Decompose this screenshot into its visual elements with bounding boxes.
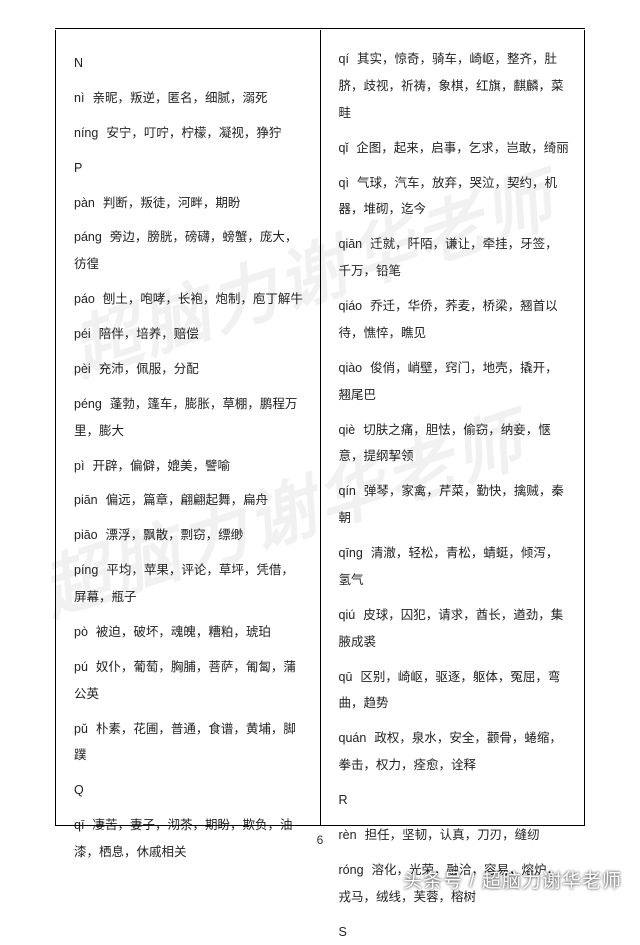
words: 亲昵，叛逆，匿名，细腻，溺死 xyxy=(92,91,267,105)
page-body: Nnì 亲昵，叛逆，匿名，细腻，溺死 níng 安宁，叮咛，柠檬，凝视，狰狞 Ppàn 判… xyxy=(55,30,585,825)
words: 奴仆，葡萄，胸脯，菩萨，匍匐，蒲公英 xyxy=(74,660,296,701)
dictionary-entry: pèi 充沛，佩服，分配 xyxy=(74,356,306,383)
dictionary-entry: qiú皮球，囚犯，请求，酋长，遒劲，集腋成裘 xyxy=(339,602,571,656)
dictionary-entry: pò 被迫，破坏，魂魄，糟粕，琥珀 xyxy=(74,619,306,646)
words: 清澈，轻松，青松，蜻蜓，倾泻，氢气 xyxy=(339,546,559,587)
words: 开辟，偏僻，媲美，譬喻 xyxy=(92,459,230,473)
pinyin: pàn xyxy=(74,196,95,210)
pinyin: pǔ xyxy=(74,722,88,736)
pinyin: pú xyxy=(74,660,88,674)
words: 朴素，花圃，普通，食谱，黄埔，脚蹼 xyxy=(74,722,296,763)
pinyin: pèi xyxy=(74,362,91,376)
section-heading: S xyxy=(339,919,571,945)
page-number: 6 xyxy=(0,833,640,847)
words: 被迫，破坏，魂魄，糟粕，琥珀 xyxy=(96,625,271,639)
pinyin: quán xyxy=(339,731,367,745)
pinyin: piān xyxy=(74,493,98,507)
pinyin: pò xyxy=(74,625,88,639)
section-heading: N xyxy=(74,50,306,77)
words: 切肤之痛，胆怯，偷窃，纳妾，惬意，提纲挈领 xyxy=(339,423,551,464)
section-heading: Q xyxy=(74,777,306,804)
words: 区别，崎岖，驱逐，躯体，冤屈，弯曲，趋势 xyxy=(339,670,561,711)
dictionary-entry: qín弹琴，家禽，芹菜，勤快，擒贼，秦朝 xyxy=(339,478,571,532)
pinyin: piāo xyxy=(74,528,98,542)
footer-caption-prefix: 头条号 / xyxy=(403,871,482,892)
dictionary-entry: qiān迁就，阡陌，谦让，牵挂，牙签，千万，铅笔 xyxy=(339,231,571,285)
words: 皮球，囚犯，请求，酋长，遒劲，集腋成裘 xyxy=(339,608,564,649)
words: 弹琴，家禽，芹菜，勤快，擒贼，秦朝 xyxy=(339,484,564,525)
words: 其实，惊奇，骑车，崎岖，整齐，肚脐，歧视，祈祷，象棋，红旗，麒麟，菜畦 xyxy=(339,52,564,120)
dictionary-entry: qū区别，崎岖，驱逐，躯体，冤屈，弯曲，趋势 xyxy=(339,664,571,718)
pinyin: qín xyxy=(339,484,356,498)
dictionary-entry: pì 开辟，偏僻，媲美，譬喻 xyxy=(74,453,306,480)
pinyin: qiào xyxy=(339,361,363,375)
column-left: Nnì 亲昵，叛逆，匿名，细腻，溺死 níng 安宁，叮咛，柠檬，凝视，狰狞 Ppàn 判… xyxy=(56,30,320,825)
pinyin: qiè xyxy=(339,423,356,437)
dictionary-entry: piān 偏远，篇章，翩翩起舞，扁舟 xyxy=(74,487,306,514)
pinyin: pì xyxy=(74,459,84,473)
words: 气球，汽车，放弃，哭泣，契约，机器，堆砌，迄今 xyxy=(339,176,557,217)
dictionary-entry: páng旁边，膀胱，磅礴，螃蟹，庞大，彷徨 xyxy=(74,224,306,278)
dictionary-entry: qiào俊俏，峭壁，窍门，地壳，撬开，翘尾巴 xyxy=(339,355,571,409)
dictionary-entry: nì 亲昵，叛逆，匿名，细腻，溺死 xyxy=(74,85,306,112)
dictionary-entry: qí其实，惊奇，骑车，崎岖，整齐，肚脐，歧视，祈祷，象棋，红旗，麒麟，菜畦 xyxy=(339,46,571,127)
footer-caption-main: 超脑力谢华老师 xyxy=(482,871,622,892)
words: 刨土，咆哮，长袍，炮制，庖丁解牛 xyxy=(103,292,303,306)
dictionary-entry: qīng清澈，轻松，青松，蜻蜓，倾泻，氢气 xyxy=(339,540,571,594)
section-heading: R xyxy=(339,787,571,814)
dictionary-entry: píng平均，苹果，评论，草坪，凭借，屏幕，瓶子 xyxy=(74,557,306,611)
dictionary-entry: pàn 判断，叛徒，河畔，期盼 xyxy=(74,190,306,217)
dictionary-entry: páo 刨土，咆哮，长袍，炮制，庖丁解牛 xyxy=(74,286,306,313)
pinyin: qì xyxy=(339,176,349,190)
words: 旁边，膀胱，磅礴，螃蟹，庞大，彷徨 xyxy=(74,230,297,271)
pinyin: páo xyxy=(74,292,95,306)
pinyin: péi xyxy=(74,327,91,341)
dictionary-entry: péi 陪伴，培养，赔偿 xyxy=(74,321,306,348)
words: 蓬勃，篷车，膨胀，草棚，鹏程万里，膨大 xyxy=(74,397,297,438)
dictionary-entry: péng蓬勃，篷车，膨胀，草棚，鹏程万里，膨大 xyxy=(74,391,306,445)
top-rule xyxy=(55,28,585,29)
pinyin: qiú xyxy=(339,608,356,622)
words: 企图，起来，启事，乞求，岂敢，绮丽 xyxy=(356,141,569,155)
bottom-rule xyxy=(55,825,585,826)
dictionary-entry: qì气球，汽车，放弃，哭泣，契约，机器，堆砌，迄今 xyxy=(339,170,571,224)
column-right: qí其实，惊奇，骑车，崎岖，整齐，肚脐，歧视，祈祷，象棋，红旗，麒麟，菜畦 qǐ 企… xyxy=(321,30,585,825)
words: 乔迁，华侨，荞麦，桥梁，翘首以待，憔悴，瞧见 xyxy=(339,299,558,340)
pinyin: qiáo xyxy=(339,299,363,313)
words: 判断，叛徒，河畔，期盼 xyxy=(103,196,241,210)
section-heading: P xyxy=(74,155,306,182)
words: 充沛，佩服，分配 xyxy=(99,362,199,376)
pinyin: qū xyxy=(339,670,353,684)
dictionary-entry: qiè切肤之痛，胆怯，偷窃，纳妾，惬意，提纲挈领 xyxy=(339,417,571,471)
dictionary-entry: quán政权，泉水，安全，颧骨，蜷缩，拳击，权力，痊愈，诠释 xyxy=(339,725,571,779)
pinyin: píng xyxy=(74,563,98,577)
words: 迁就，阡陌，谦让，牵挂，牙签，千万，铅笔 xyxy=(339,237,558,278)
dictionary-entry: pǔ朴素，花圃，普通，食谱，黄埔，脚蹼 xyxy=(74,716,306,770)
dictionary-entry: pú奴仆，葡萄，胸脯，菩萨，匍匐，蒲公英 xyxy=(74,654,306,708)
pinyin: nì xyxy=(74,91,84,105)
words: 漂浮，飘散，剽窃，缥缈 xyxy=(106,528,244,542)
pinyin: róng xyxy=(339,863,364,877)
words: 俊俏，峭壁，窍门，地壳，撬开，翘尾巴 xyxy=(339,361,558,402)
pinyin: qīng xyxy=(339,546,363,560)
words: 安宁，叮咛，柠檬，凝视，狰狞 xyxy=(106,126,281,140)
pinyin: qǐ xyxy=(339,141,349,155)
words: 平均，苹果，评论，草坪，凭借，屏幕，瓶子 xyxy=(74,563,294,604)
footer-caption: 头条号 / 超脑力谢华老师 xyxy=(403,866,622,893)
dictionary-entry: níng 安宁，叮咛，柠檬，凝视，狰狞 xyxy=(74,120,306,147)
words: 政权，泉水，安全，颧骨，蜷缩，拳击，权力，痊愈，诠释 xyxy=(339,731,562,772)
pinyin: níng xyxy=(74,126,98,140)
pinyin: péng xyxy=(74,397,102,411)
pinyin: páng xyxy=(74,230,102,244)
pinyin: qí xyxy=(339,52,349,66)
dictionary-entry: qiáo乔迁，华侨，荞麦，桥梁，翘首以待，憔悴，瞧见 xyxy=(339,293,571,347)
dictionary-entry: piāo 漂浮，飘散，剽窃，缥缈 xyxy=(74,522,306,549)
words: 陪伴，培养，赔偿 xyxy=(99,327,199,341)
dictionary-entry: qǐ 企图，起来，启事，乞求，岂敢，绮丽 xyxy=(339,135,571,162)
words: 偏远，篇章，翩翩起舞，扁舟 xyxy=(106,493,269,507)
pinyin: qiān xyxy=(339,237,363,251)
